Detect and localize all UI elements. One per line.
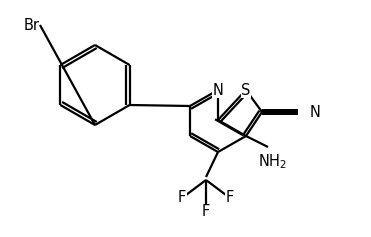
Text: F: F: [178, 190, 186, 205]
Text: N: N: [213, 82, 223, 97]
Text: NH$_2$: NH$_2$: [257, 152, 286, 171]
Text: F: F: [202, 205, 210, 219]
Text: N: N: [310, 105, 321, 119]
Text: S: S: [241, 82, 251, 97]
Text: Br: Br: [24, 18, 40, 32]
Text: F: F: [226, 190, 234, 205]
